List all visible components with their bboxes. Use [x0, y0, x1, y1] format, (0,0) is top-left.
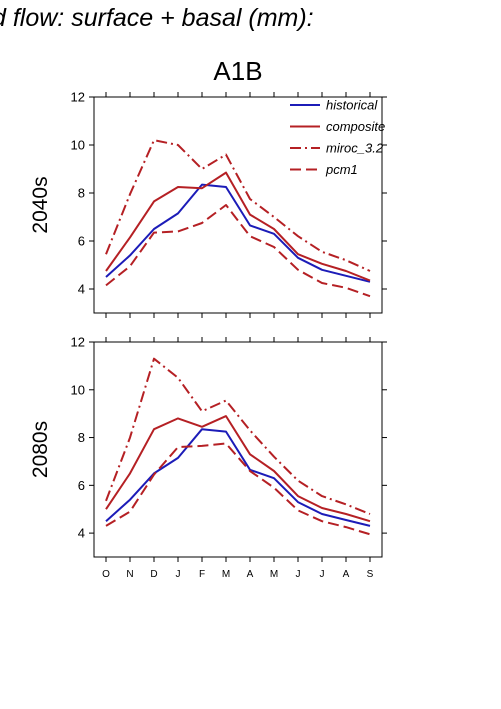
- series-line-composite: [105, 415, 371, 523]
- series-line-historical: [105, 428, 371, 527]
- x-tick-label: J: [176, 569, 181, 580]
- x-tick-label: D: [150, 569, 157, 580]
- row-label: 2080s: [29, 421, 52, 478]
- y-tick-label: 6: [78, 234, 85, 249]
- legend-label: pcm1: [325, 162, 358, 177]
- x-tick-label: S: [367, 569, 374, 580]
- x-tick-label: M: [222, 569, 230, 580]
- x-tick-label: J: [296, 569, 301, 580]
- figure-title: d flow: surface + basal (mm):: [0, 4, 314, 32]
- legend-label: miroc_3.2: [326, 141, 384, 156]
- x-tick-label: A: [343, 569, 350, 580]
- row-label: 2040s: [29, 176, 52, 233]
- y-tick-label: 12: [71, 335, 85, 350]
- y-tick-label: 8: [78, 430, 85, 445]
- panel-title: A1B: [213, 56, 263, 86]
- series-line-historical: [105, 183, 371, 283]
- x-tick-label: O: [102, 569, 110, 580]
- series-line-miroc-3-2: [105, 139, 371, 272]
- x-tick-label: J: [320, 569, 325, 580]
- y-tick-label: 10: [71, 138, 85, 153]
- series-line-pcm1: [105, 442, 371, 536]
- plot-frame: [93, 341, 383, 558]
- y-tick-label: 4: [78, 282, 85, 297]
- x-tick-label: F: [199, 569, 205, 580]
- panel-2080s: 4 6 8 10 12 O N D J F M A M J J A S 2080s: [29, 335, 387, 580]
- x-tick-label: A: [247, 569, 254, 580]
- plot-frame: [93, 96, 383, 314]
- legend-label: composite: [326, 119, 385, 134]
- y-tick-label: 8: [78, 186, 85, 201]
- series-line-pcm1: [105, 204, 371, 298]
- y-tick-label: 12: [71, 90, 85, 105]
- series-line-miroc-3-2: [105, 357, 371, 515]
- x-tick-label: N: [126, 569, 133, 580]
- x-tick-label: M: [270, 569, 278, 580]
- y-tick-label: 6: [78, 478, 85, 493]
- series-line-composite: [105, 171, 371, 282]
- legend-label: historical: [326, 98, 378, 113]
- panel-2040s: 4 6 8 10 12 2040s historical composite miroc_3.2…: [29, 90, 387, 318]
- legend: historical composite miroc_3.2 pcm1: [290, 98, 385, 177]
- y-tick-label: 10: [71, 382, 85, 397]
- y-tick-label: 4: [78, 526, 85, 541]
